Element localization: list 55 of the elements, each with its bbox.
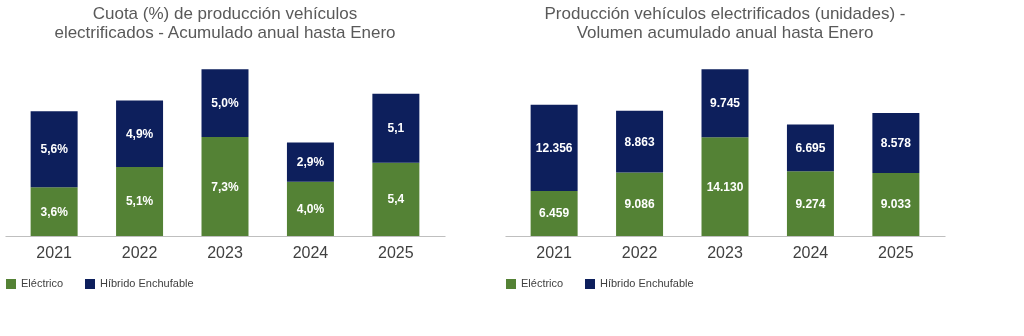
bar [616, 110, 664, 173]
bar [530, 190, 578, 236]
bar [872, 113, 920, 173]
data-label: 5,1% [125, 194, 154, 209]
bar [530, 104, 578, 191]
data-label: 8.863 [624, 134, 655, 149]
bar [30, 111, 78, 188]
bar [286, 181, 334, 236]
x-tick-label: 2022 [621, 243, 658, 261]
data-label: 5,6% [40, 142, 69, 157]
bar [872, 172, 920, 236]
chart-title: Cuota (%) de producción vehículos electrificados - Acumulado anual hasta Enero [54, 4, 396, 42]
data-label: 5,0% [211, 96, 239, 111]
data-label: 6.459 [539, 206, 570, 221]
legend-label: Híbrido Enchufable [600, 277, 694, 289]
bar [116, 100, 164, 167]
data-label: 7,3% [211, 179, 239, 194]
data-label: 3,6% [40, 204, 69, 219]
bar [786, 171, 834, 236]
data-label: 6.695 [795, 140, 826, 155]
data-label: 4,9% [125, 126, 154, 141]
data-label: 5,1 [387, 121, 405, 136]
bar [201, 69, 249, 138]
legend-label: Eléctrico [21, 277, 64, 289]
bar [30, 187, 78, 236]
data-label: 9.033 [880, 197, 912, 212]
data-label: 9.745 [709, 96, 741, 111]
data-label: 2,9% [296, 155, 325, 170]
x-tick-label: 2023 [207, 243, 243, 261]
x-tick-label: 2021 [536, 243, 573, 261]
data-label: 12.356 [535, 140, 573, 155]
legend-label: Eléctrico [521, 277, 564, 289]
x-tick-label: 2023 [707, 243, 743, 261]
bar [372, 162, 420, 236]
data-label: 8.578 [880, 136, 912, 150]
bar [201, 137, 249, 236]
bar [616, 172, 664, 236]
bar [116, 166, 164, 236]
x-tick-label: 2021 [36, 243, 73, 261]
data-label: 9.274 [795, 196, 826, 211]
legend-label: Híbrido Enchufable [100, 277, 194, 289]
bar [286, 142, 334, 182]
x-tick-label: 2024 [292, 243, 329, 261]
bar [701, 69, 749, 138]
chart-title: Producción vehículos electrificados (unidades) - Volumen acumulado anual hasta Enero [544, 4, 906, 42]
data-label: 9.086 [624, 197, 655, 212]
bar [701, 137, 749, 236]
bar [372, 93, 420, 163]
x-tick-label: 2025 [878, 243, 914, 261]
x-tick-label: 2022 [121, 243, 158, 261]
data-label: 5,4 [387, 192, 405, 207]
data-label: 14.130 [706, 179, 744, 194]
data-label: 4,0% [296, 201, 325, 216]
x-tick-label: 2025 [378, 243, 414, 261]
x-tick-label: 2024 [792, 243, 829, 261]
